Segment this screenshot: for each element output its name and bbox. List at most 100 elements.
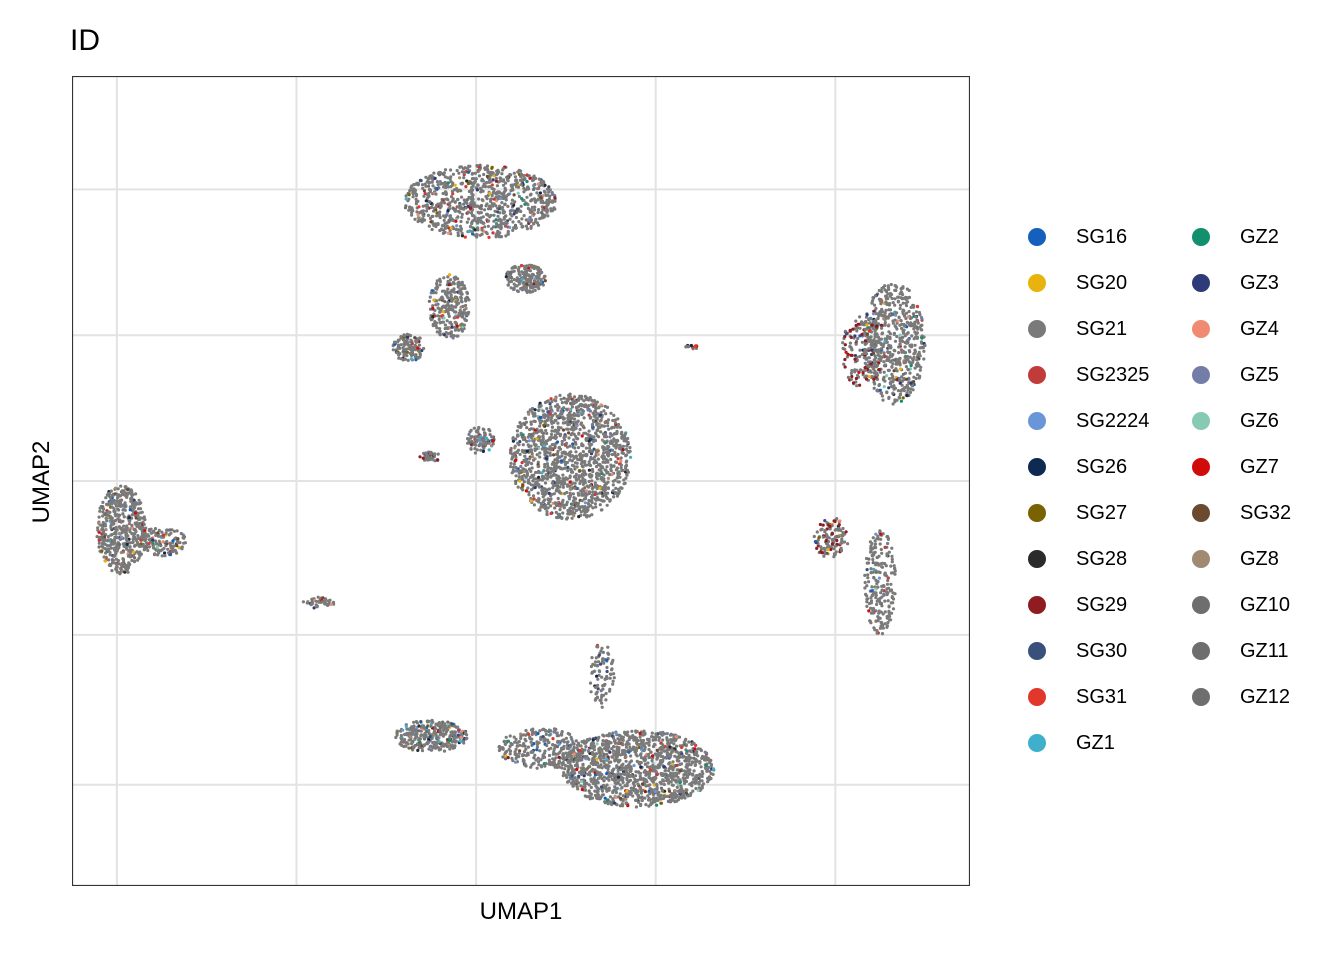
data-point [566, 731, 570, 736]
data-point [539, 216, 543, 220]
data-point [552, 473, 556, 477]
data-point [609, 760, 613, 764]
data-point [528, 475, 533, 479]
data-point [532, 178, 536, 182]
data-point [595, 417, 599, 421]
data-point [562, 506, 566, 510]
data-point [504, 181, 508, 185]
data-point [481, 215, 485, 219]
data-point [532, 187, 536, 192]
data-point [520, 183, 524, 187]
data-point [450, 189, 454, 193]
data-point [436, 458, 440, 462]
data-point [491, 225, 496, 229]
data-point [596, 792, 600, 796]
data-point [550, 416, 554, 420]
data-point [450, 199, 454, 203]
data-point [640, 745, 644, 750]
data-point [587, 795, 591, 799]
data-point [541, 490, 545, 494]
data-point [449, 298, 454, 302]
data-point [418, 211, 422, 215]
data-point [542, 737, 546, 742]
data-point [586, 408, 590, 412]
data-point [661, 738, 665, 742]
data-point [430, 177, 434, 181]
data-point [491, 231, 495, 235]
data-point [529, 282, 533, 286]
data-point [526, 745, 530, 749]
data-point [483, 225, 487, 229]
data-point [449, 168, 453, 172]
data-point [426, 740, 430, 744]
data-point [434, 192, 438, 196]
data-point [500, 205, 505, 210]
data-point [403, 738, 407, 742]
data-point [583, 788, 588, 792]
data-point [391, 348, 395, 352]
data-point [542, 476, 546, 480]
data-point [619, 459, 623, 463]
data-point [622, 435, 626, 439]
data-point [546, 399, 550, 403]
data-point [605, 669, 609, 674]
data-point [654, 732, 658, 736]
data-point [546, 464, 550, 468]
data-point [395, 351, 399, 355]
data-point [559, 426, 563, 430]
data-point [607, 732, 612, 736]
data-point [498, 204, 502, 208]
data-point [445, 184, 449, 188]
data-point [432, 206, 436, 210]
data-point [569, 467, 573, 471]
data-point [427, 719, 431, 723]
data-point [660, 797, 664, 801]
data-point [600, 705, 604, 709]
data-point [515, 284, 519, 288]
data-point [513, 200, 517, 204]
data-point [575, 461, 579, 465]
data-point [536, 491, 540, 495]
data-point [662, 732, 667, 736]
data-point [628, 789, 633, 793]
data-point [410, 353, 414, 358]
data-point [443, 181, 447, 185]
data-point [694, 752, 698, 757]
data-point [477, 197, 481, 201]
data-point [438, 332, 442, 336]
data-point [601, 424, 605, 428]
data-point [571, 507, 576, 511]
data-point [598, 413, 603, 417]
data-point [453, 200, 457, 204]
data-point [582, 416, 586, 420]
data-point [631, 745, 636, 749]
data-point [494, 222, 499, 226]
data-point [472, 214, 476, 218]
data-point [570, 459, 574, 463]
data-point [445, 308, 449, 312]
data-point [550, 481, 554, 485]
data-point [443, 175, 447, 179]
data-point [438, 310, 442, 314]
data-point [539, 404, 543, 408]
data-point [648, 768, 653, 772]
data-point [520, 286, 524, 290]
data-point [609, 801, 614, 805]
data-point [428, 216, 433, 220]
data-point [460, 182, 464, 186]
data-point [533, 205, 537, 209]
data-point [539, 478, 543, 482]
data-point [568, 444, 572, 448]
data-point [540, 205, 544, 209]
data-point [529, 433, 533, 437]
data-point [552, 730, 556, 734]
data-point [583, 755, 587, 759]
data-point [620, 486, 624, 490]
data-point [600, 438, 605, 442]
data-point [459, 189, 463, 193]
data-point [573, 481, 577, 485]
plot-panel [72, 76, 970, 886]
data-point [437, 740, 441, 744]
data-point [616, 452, 620, 456]
data-point [507, 274, 511, 279]
